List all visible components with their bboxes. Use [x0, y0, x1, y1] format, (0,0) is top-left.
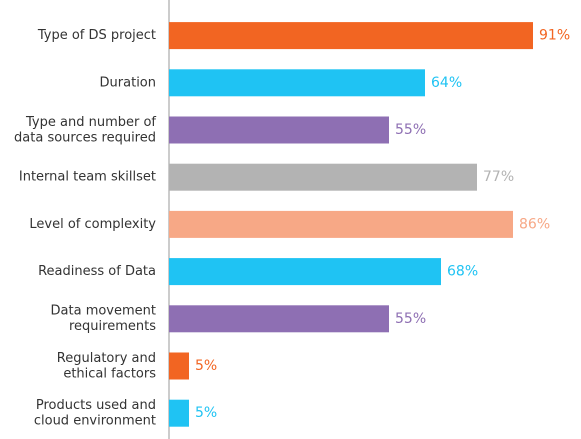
value-label-3: 77%: [483, 169, 514, 185]
bar-5: [169, 258, 441, 286]
bar-2: [169, 116, 389, 144]
category-label-3: Internal team skillset: [19, 170, 156, 185]
category-label-6: Data movement requirements: [51, 304, 157, 335]
value-label-5: 68%: [447, 264, 478, 280]
category-label-line: Duration: [100, 75, 156, 90]
category-label-7: Regulatory and ethical factors: [57, 351, 156, 382]
bar-4: [169, 210, 513, 238]
category-label-line: requirements: [69, 319, 156, 334]
category-label-4: Level of complexity: [29, 217, 156, 232]
value-label-6: 55%: [395, 311, 426, 327]
bar-3: [169, 163, 477, 191]
value-label-4: 86%: [519, 216, 550, 232]
category-label-line: Type of DS project: [37, 28, 156, 43]
category-label-line: Regulatory and: [57, 351, 156, 366]
category-label-0: Type of DS project: [37, 28, 156, 43]
category-label-line: Data movement: [51, 304, 156, 319]
category-label-8: Products used and cloud environment: [34, 398, 156, 429]
category-label-line: Internal team skillset: [19, 170, 156, 185]
bar-8: [169, 399, 189, 427]
value-label-2: 55%: [395, 122, 426, 138]
category-label-line: ethical factors: [63, 366, 156, 381]
bar-7: [169, 352, 189, 380]
category-label-2: Type and number of data sources required: [14, 115, 156, 146]
bar-1: [169, 69, 425, 97]
bar-0: [169, 22, 533, 50]
value-label-1: 64%: [431, 75, 462, 91]
value-labels: 91% 64% 55% 77% 86% 68% 55% 5% 5%: [195, 28, 570, 422]
bar-6: [169, 305, 389, 333]
category-label-line: data sources required: [14, 130, 156, 145]
category-label-line: cloud environment: [34, 414, 156, 429]
category-label-5: Readiness of Data: [38, 264, 156, 279]
value-label-7: 5%: [195, 358, 217, 374]
category-label-line: Readiness of Data: [38, 264, 156, 279]
value-label-0: 91%: [539, 28, 570, 44]
category-label-line: Level of complexity: [29, 217, 156, 232]
bars-group: [169, 22, 533, 427]
category-label-line: Products used and: [36, 398, 156, 413]
category-labels: Type of DS project Duration Type and numbe…: [14, 28, 156, 428]
value-label-8: 5%: [195, 405, 217, 421]
category-label-1: Duration: [100, 75, 156, 90]
category-label-line: Type and number of: [25, 115, 156, 130]
